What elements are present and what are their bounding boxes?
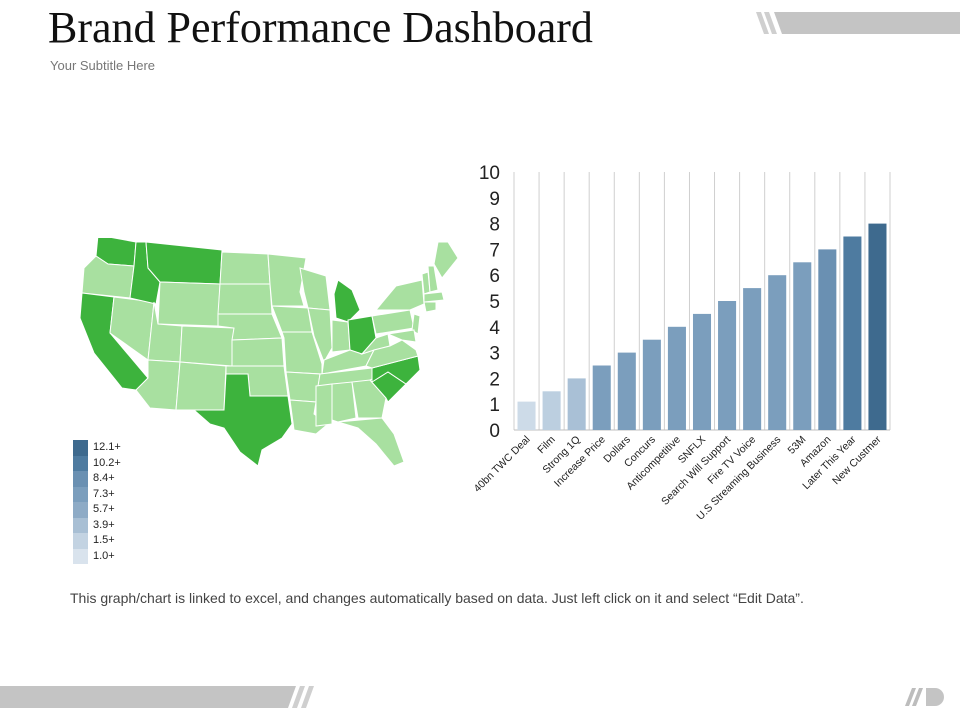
- page-subtitle: Your Subtitle Here: [50, 58, 156, 73]
- state-CO[interactable]: [179, 325, 235, 367]
- legend-swatch: [73, 471, 88, 487]
- state-IL[interactable]: [307, 307, 333, 364]
- state-NY[interactable]: [374, 279, 425, 311]
- y-tick-label: 6: [489, 266, 500, 287]
- state-WY[interactable]: [157, 281, 221, 327]
- state-MN[interactable]: [267, 253, 307, 307]
- legend-label: 8.4+: [93, 472, 115, 484]
- bar: [818, 249, 837, 430]
- state-MA[interactable]: [423, 291, 445, 303]
- y-tick-label: 4: [489, 318, 500, 339]
- y-tick-label: 2: [489, 369, 500, 390]
- state-SD[interactable]: [217, 283, 273, 315]
- bar: [567, 378, 586, 430]
- bar: [868, 223, 887, 430]
- legend-swatch: [73, 502, 88, 518]
- usa-map[interactable]: [76, 238, 461, 468]
- x-tick-label: 40bn TWC Deal: [471, 434, 532, 495]
- state-ND[interactable]: [219, 251, 271, 285]
- state-MD[interactable]: [386, 329, 417, 343]
- state-ME[interactable]: [433, 241, 459, 279]
- state-AR[interactable]: [285, 371, 321, 403]
- y-tick-label: 7: [489, 240, 500, 261]
- state-AZ[interactable]: [135, 359, 181, 411]
- state-NJ[interactable]: [411, 313, 421, 335]
- state-KS[interactable]: [231, 337, 285, 367]
- legend-label: 3.9+: [93, 518, 115, 531]
- state-PA[interactable]: [371, 309, 415, 335]
- state-VA[interactable]: [365, 339, 419, 369]
- state-TX[interactable]: [192, 373, 293, 467]
- bar: [793, 262, 812, 430]
- state-NM[interactable]: [175, 361, 227, 411]
- state-CT[interactable]: [423, 301, 437, 313]
- state-MS[interactable]: [315, 383, 333, 427]
- y-tick-label: 5: [489, 292, 500, 313]
- bar: [617, 352, 636, 430]
- y-tick-label: 8: [489, 215, 500, 236]
- state-IN[interactable]: [331, 319, 351, 353]
- bar: [718, 301, 737, 430]
- legend-label: 1.0+: [93, 549, 115, 562]
- state-MT[interactable]: [145, 241, 223, 285]
- legend-label: 5.7+: [93, 503, 115, 515]
- bar: [667, 326, 686, 430]
- state-FL[interactable]: [337, 417, 405, 467]
- state-NH[interactable]: [427, 265, 439, 293]
- state-WV[interactable]: [360, 333, 391, 356]
- y-tick-label: 10: [479, 163, 500, 184]
- legend-swatch: [73, 533, 88, 549]
- bar: [642, 339, 661, 430]
- y-tick-label: 9: [489, 189, 500, 210]
- legend-swatch: [73, 440, 88, 456]
- bar: [768, 275, 787, 430]
- state-AL[interactable]: [331, 381, 357, 423]
- legend-label: 10.2+: [93, 456, 121, 469]
- legend-swatch: [73, 548, 88, 564]
- y-tick-label: 3: [489, 344, 500, 365]
- legend-label: 12.1+: [93, 441, 121, 453]
- state-GA[interactable]: [351, 379, 387, 419]
- legend-swatch: [73, 455, 88, 471]
- bar: [692, 313, 712, 430]
- state-WI[interactable]: [299, 267, 331, 311]
- footnote: This graph/chart is linked to excel, and…: [70, 590, 804, 606]
- legend-label: 1.5+: [93, 534, 115, 546]
- y-tick-label: 0: [489, 421, 500, 442]
- bar: [542, 391, 561, 430]
- legend-label: 7.3+: [93, 487, 115, 500]
- decorative-bar-bottom: [0, 686, 944, 708]
- legend-swatch: [73, 517, 88, 533]
- y-tick-label: 1: [489, 395, 500, 416]
- decorative-stripes-top: [756, 12, 960, 34]
- bar: [843, 236, 862, 430]
- legend-swatch: [73, 486, 88, 502]
- bar: [743, 288, 762, 430]
- bar: [517, 401, 536, 430]
- page-title: Brand Performance Dashboard: [48, 3, 593, 52]
- bar: [592, 365, 611, 430]
- state-MI[interactable]: [333, 279, 361, 323]
